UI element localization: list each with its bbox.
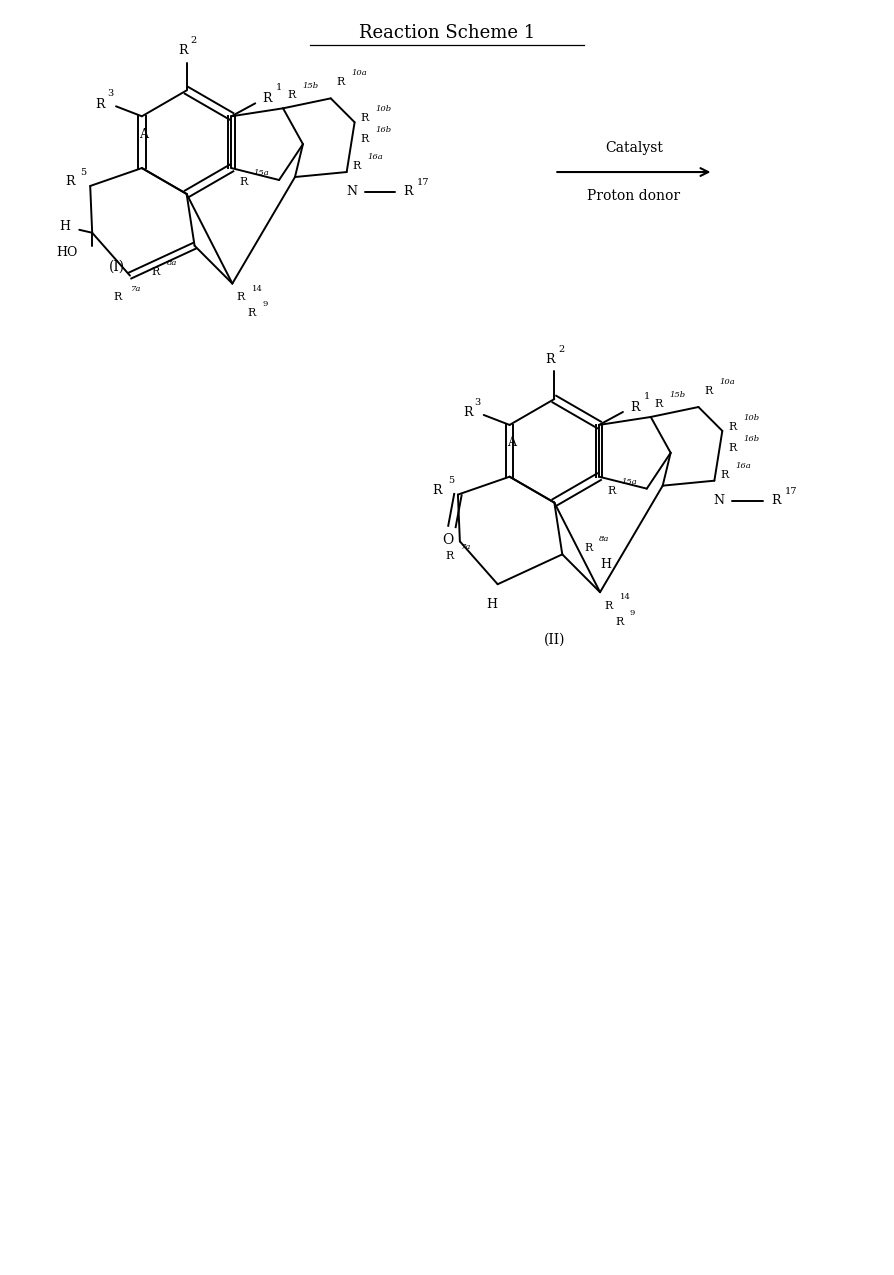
Text: 7a: 7a (131, 284, 141, 292)
Text: O: O (442, 533, 453, 547)
Text: R: R (360, 134, 368, 144)
Text: R: R (96, 98, 105, 111)
Text: 8a: 8a (166, 259, 177, 266)
Text: 16b: 16b (742, 435, 758, 442)
Text: 2: 2 (558, 344, 564, 353)
Text: 9: 9 (629, 609, 635, 617)
Text: R: R (728, 422, 736, 432)
Text: 10a: 10a (351, 69, 367, 78)
Text: H: H (599, 558, 611, 571)
Text: Proton donor: Proton donor (586, 189, 679, 203)
Text: 14: 14 (252, 284, 263, 292)
Text: HO: HO (55, 246, 77, 259)
Text: R: R (462, 407, 472, 419)
Text: R: R (584, 543, 592, 553)
Text: 17: 17 (784, 487, 797, 496)
Text: 16b: 16b (375, 126, 392, 134)
Text: R: R (114, 292, 122, 302)
Text: 8a: 8a (598, 536, 609, 543)
Text: R: R (287, 91, 295, 101)
Text: Catalyst: Catalyst (604, 142, 662, 156)
Text: 10b: 10b (742, 414, 758, 422)
Text: R: R (728, 442, 736, 453)
Text: 1: 1 (643, 391, 649, 400)
Text: A: A (139, 128, 148, 140)
Text: R: R (720, 469, 728, 479)
Text: H: H (485, 598, 497, 611)
Text: R: R (545, 353, 554, 366)
Text: 17: 17 (417, 179, 429, 187)
Text: R: R (629, 400, 639, 413)
Text: 15a: 15a (253, 170, 269, 177)
Text: H: H (59, 221, 71, 233)
Text: 1: 1 (275, 83, 282, 92)
Text: R: R (614, 617, 622, 627)
Text: R: R (152, 266, 160, 277)
Text: R: R (360, 113, 368, 124)
Text: A: A (507, 436, 516, 449)
Text: 14: 14 (620, 593, 630, 602)
Text: R: R (178, 45, 187, 57)
Text: 16a: 16a (734, 462, 750, 469)
Text: 10b: 10b (375, 106, 392, 113)
Text: R: R (704, 386, 712, 397)
Text: 7a: 7a (460, 543, 470, 551)
Text: 15b: 15b (669, 391, 685, 399)
Text: 15b: 15b (301, 83, 317, 91)
Text: (I): (I) (109, 260, 125, 274)
Text: R: R (603, 601, 611, 611)
Text: R: R (352, 161, 360, 171)
Text: R: R (336, 78, 344, 88)
Text: R: R (445, 551, 453, 561)
Text: N: N (713, 495, 724, 507)
Text: 5: 5 (447, 476, 453, 486)
Text: R: R (403, 185, 412, 199)
Text: 2: 2 (190, 36, 197, 45)
Text: R: R (432, 484, 442, 497)
Text: Reaction Scheme 1: Reaction Scheme 1 (358, 24, 535, 42)
Text: 10a: 10a (719, 379, 734, 386)
Text: R: R (247, 309, 255, 319)
Text: R: R (236, 292, 244, 302)
Text: 5: 5 (80, 167, 86, 176)
Text: R: R (64, 176, 74, 189)
Text: 16a: 16a (367, 153, 383, 161)
Text: R: R (654, 399, 662, 409)
Text: N: N (346, 185, 357, 199)
Text: R: R (262, 92, 272, 105)
Text: 15a: 15a (620, 478, 636, 486)
Text: R: R (239, 177, 248, 187)
Text: (II): (II) (543, 632, 564, 646)
Text: 3: 3 (474, 398, 480, 407)
Text: R: R (606, 486, 614, 496)
Text: R: R (770, 495, 780, 507)
Text: 9: 9 (262, 301, 267, 309)
Text: 3: 3 (106, 89, 113, 98)
